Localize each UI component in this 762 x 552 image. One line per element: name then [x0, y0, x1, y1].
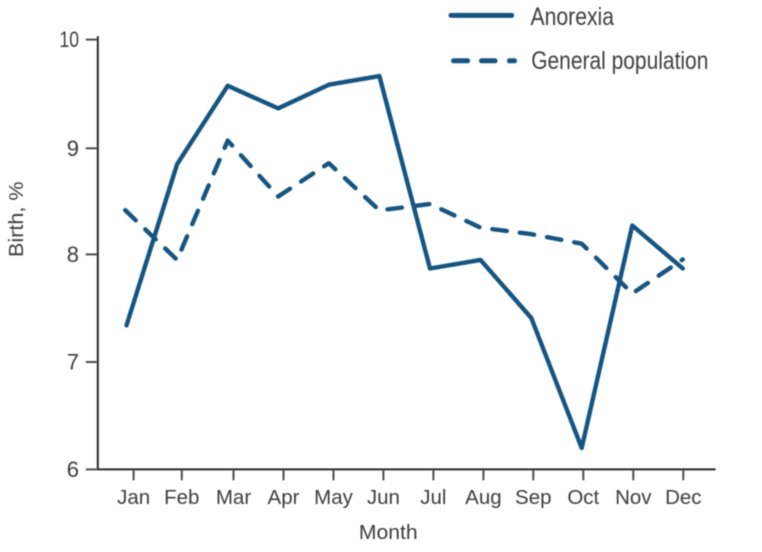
svg-text:Feb: Feb	[164, 486, 199, 509]
svg-text:Month: Month	[359, 521, 418, 544]
svg-text:Jan: Jan	[117, 486, 150, 509]
svg-text:7: 7	[67, 350, 79, 375]
svg-text:8: 8	[67, 242, 79, 267]
svg-text:Nov: Nov	[615, 486, 652, 509]
svg-text:Jul: Jul	[420, 486, 446, 509]
svg-text:Aug: Aug	[465, 486, 501, 509]
svg-text:Jun: Jun	[367, 486, 400, 509]
svg-text:Sep: Sep	[515, 486, 551, 509]
svg-text:Oct: Oct	[567, 486, 599, 509]
svg-text:Mar: Mar	[216, 486, 251, 509]
svg-text:Apr: Apr	[268, 486, 300, 509]
svg-text:Anorexia: Anorexia	[531, 3, 615, 31]
svg-text:6: 6	[67, 457, 79, 482]
svg-text:Birth, %: Birth, %	[5, 181, 28, 257]
svg-text:10: 10	[60, 27, 80, 52]
svg-text:Dec: Dec	[665, 486, 701, 509]
svg-text:May: May	[314, 486, 353, 509]
svg-text:General population: General population	[531, 47, 708, 75]
svg-text:9: 9	[67, 136, 79, 161]
